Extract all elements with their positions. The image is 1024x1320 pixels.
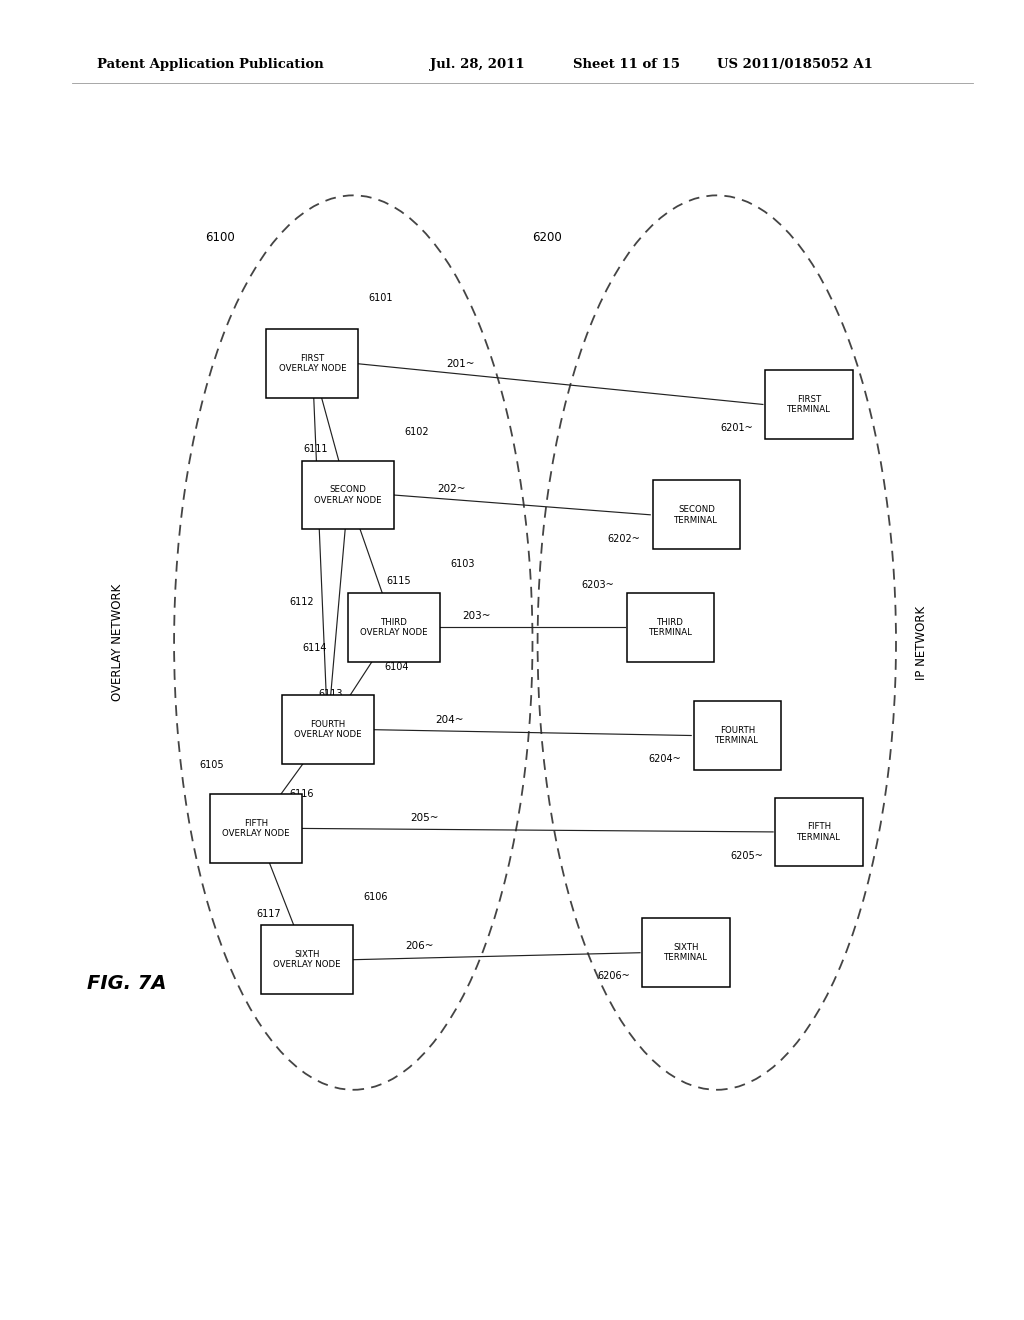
FancyBboxPatch shape xyxy=(642,919,730,987)
Text: 6105: 6105 xyxy=(200,760,224,771)
Text: FIG. 7A: FIG. 7A xyxy=(87,974,167,993)
FancyBboxPatch shape xyxy=(282,696,374,764)
Text: 204~: 204~ xyxy=(435,715,464,725)
Text: 6101: 6101 xyxy=(369,293,393,304)
FancyBboxPatch shape xyxy=(627,593,715,661)
Text: 6202~: 6202~ xyxy=(607,533,640,544)
Text: 206~: 206~ xyxy=(406,941,434,950)
Text: 6113: 6113 xyxy=(318,689,343,698)
Text: 6206~: 6206~ xyxy=(597,972,630,982)
Text: SECOND
OVERLAY NODE: SECOND OVERLAY NODE xyxy=(314,486,382,504)
Text: Patent Application Publication: Patent Application Publication xyxy=(97,58,324,71)
Text: 6102: 6102 xyxy=(404,426,429,437)
Text: 6115: 6115 xyxy=(386,576,411,586)
Text: US 2011/0185052 A1: US 2011/0185052 A1 xyxy=(717,58,872,71)
Text: SECOND
TERMINAL: SECOND TERMINAL xyxy=(675,506,718,524)
Text: 6204~: 6204~ xyxy=(648,754,681,764)
FancyBboxPatch shape xyxy=(261,925,353,994)
Text: Jul. 28, 2011: Jul. 28, 2011 xyxy=(430,58,524,71)
Text: 6116: 6116 xyxy=(290,789,313,799)
Text: 6114: 6114 xyxy=(302,643,327,652)
Text: IP NETWORK: IP NETWORK xyxy=(915,606,928,680)
FancyBboxPatch shape xyxy=(348,593,440,661)
Text: OVERLAY NETWORK: OVERLAY NETWORK xyxy=(112,583,124,701)
Text: 6103: 6103 xyxy=(451,560,475,569)
Text: 6201~: 6201~ xyxy=(720,424,753,433)
Text: 6203~: 6203~ xyxy=(582,581,614,590)
FancyBboxPatch shape xyxy=(210,795,302,863)
FancyBboxPatch shape xyxy=(266,330,358,399)
Text: FOURTH
OVERLAY NODE: FOURTH OVERLAY NODE xyxy=(294,719,361,739)
FancyBboxPatch shape xyxy=(775,797,863,866)
Text: 6104: 6104 xyxy=(384,661,409,672)
FancyBboxPatch shape xyxy=(302,461,394,529)
FancyBboxPatch shape xyxy=(693,701,781,770)
Text: 202~: 202~ xyxy=(437,484,466,495)
Text: THIRD
TERMINAL: THIRD TERMINAL xyxy=(649,618,692,638)
FancyBboxPatch shape xyxy=(765,370,853,438)
Text: FIFTH
TERMINAL: FIFTH TERMINAL xyxy=(798,822,841,842)
Text: SIXTH
TERMINAL: SIXTH TERMINAL xyxy=(665,942,708,962)
Text: 6117: 6117 xyxy=(256,908,281,919)
Text: FIRST
OVERLAY NODE: FIRST OVERLAY NODE xyxy=(279,354,346,374)
Text: FIRST
TERMINAL: FIRST TERMINAL xyxy=(787,395,830,414)
Text: 6112: 6112 xyxy=(290,597,314,607)
Text: 6111: 6111 xyxy=(303,444,328,454)
Text: SIXTH
OVERLAY NODE: SIXTH OVERLAY NODE xyxy=(273,950,341,969)
Text: 201~: 201~ xyxy=(446,359,474,370)
Text: 6200: 6200 xyxy=(532,231,562,244)
FancyBboxPatch shape xyxy=(652,480,740,549)
Text: 6100: 6100 xyxy=(205,231,234,244)
Text: 205~: 205~ xyxy=(410,813,438,822)
Text: 203~: 203~ xyxy=(462,611,490,620)
Text: THIRD
OVERLAY NODE: THIRD OVERLAY NODE xyxy=(360,618,428,638)
Text: 6205~: 6205~ xyxy=(730,850,763,861)
Text: Sheet 11 of 15: Sheet 11 of 15 xyxy=(573,58,680,71)
Text: FOURTH
TERMINAL: FOURTH TERMINAL xyxy=(716,726,759,746)
Text: 6106: 6106 xyxy=(364,891,388,902)
Text: FIFTH
OVERLAY NODE: FIFTH OVERLAY NODE xyxy=(222,818,290,838)
